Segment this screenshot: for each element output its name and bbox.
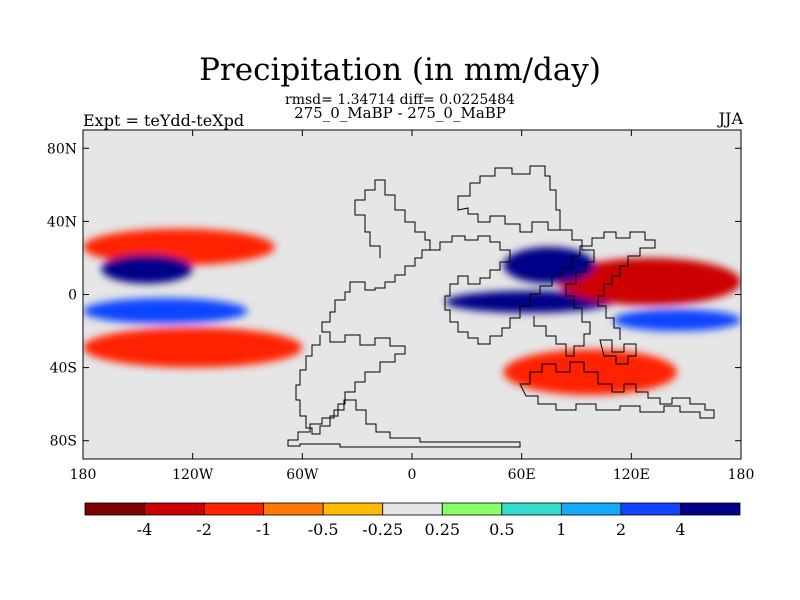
coastline-africa-asia [533,229,595,357]
chart-title: Precipitation (in mm/day) [199,52,601,88]
colorbar-label-8: 2 [616,520,626,539]
colorbar-label-1: -2 [196,520,212,539]
x-tick-label-4: 60E [508,467,536,483]
colorbar-swatch-4 [322,502,384,516]
colorbar-swatch-6 [441,502,503,516]
colorbar-swatch-1 [144,502,205,516]
colorbar-swatch-2 [203,502,265,516]
colorbar-swatch-10 [680,502,741,516]
coastline-maritime [599,339,637,365]
x-tick-label-6: 180 [728,467,755,483]
colorbar-swatch-8 [560,502,622,516]
chart-subtitle-stats: rmsd= 1.34714 diff= 0.0225484 [285,92,515,108]
x-tick-label-5: 120E [613,467,650,483]
coastline-greenland [457,165,561,233]
experiment-label: Expt = teYdd-teXpd [83,111,245,130]
coastline-americas [295,179,431,435]
x-tick-label-1: 120W [172,467,214,483]
anomaly-region-4 [83,327,303,368]
colorbar-label-6: 0.5 [489,520,514,539]
colorbar-swatch-5 [382,502,443,516]
y-tick-label-0: 80N [47,141,77,157]
y-tick-label-1: 40N [47,214,77,230]
colorbar-swatch-0 [84,502,145,516]
anomaly-region-7 [503,246,595,284]
colorbar-label-2: -1 [256,520,272,539]
colorbar-label-5: 0.25 [424,520,460,539]
y-tick-label-3: 40S [50,361,77,377]
colorbar-label-4: -0.25 [362,520,403,539]
anomaly-region-3 [83,298,248,324]
anomaly-region-2 [101,254,193,284]
coastline-australia [519,361,715,419]
colorbar-swatch-3 [263,502,324,516]
coastline-antarctica [287,399,521,448]
x-tick-label-0: 180 [70,467,97,483]
y-tick-label-2: 0 [68,288,77,304]
colorbar-swatch-7 [501,502,562,516]
map-axes: 180 120W 60W 0 60E 120E 180 80N 40N 0 40S 80S [47,130,754,483]
y-tick-label-4: 80S [50,434,77,450]
colorbar-label-7: 1 [556,520,566,539]
season-label: JJA [718,109,743,128]
anomaly-region-9 [613,309,741,332]
coastlines [287,165,715,448]
colorbar: -4 -2 -1 -0.5 -0.25 0.25 0.5 1 2 4 [84,502,741,539]
coastline-eurasia [430,231,656,345]
map-field [83,130,741,459]
x-tick-label-2: 60W [286,467,319,483]
colorbar-label-0: -4 [137,520,153,539]
chart-subtitle-runs: 275_0_MaBP - 275_0_MaBP [294,104,506,122]
x-tick-label-3: 0 [408,467,417,483]
colorbar-swatch-9 [620,502,681,516]
colorbar-label-9: 4 [675,520,685,539]
colorbar-label-3: -0.5 [308,520,339,539]
